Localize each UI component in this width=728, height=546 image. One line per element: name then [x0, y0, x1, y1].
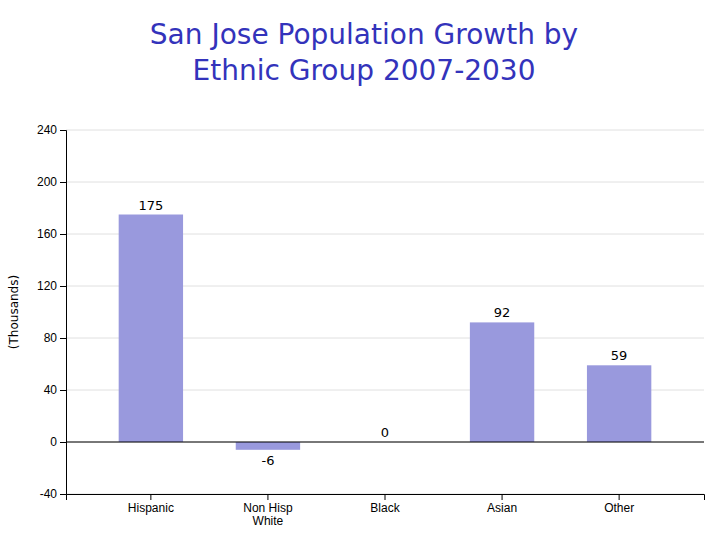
bar — [470, 322, 534, 442]
data-label: 92 — [494, 305, 511, 320]
x-tick: Black — [370, 494, 400, 515]
x-tick-label-line: Asian — [487, 501, 517, 515]
x-tick-label: Asian — [487, 501, 517, 515]
x-tick: Hispanic — [128, 494, 174, 515]
grid-line — [66, 442, 704, 443]
plot: -40 0 40 80 120 160 200 240 Hispanic Non HispWhit… — [37, 123, 705, 528]
grid-line — [66, 130, 704, 131]
y-tick-label: 160 — [37, 227, 57, 241]
y-tick: 0 — [50, 435, 66, 449]
title: San Jose Population Growth byEthnic Grou… — [150, 18, 578, 87]
y-tick: 80 — [44, 331, 66, 345]
title-line: Ethnic Group 2007-2030 — [193, 54, 536, 87]
x-axis: Hispanic Non HispWhite Black Asian Other — [67, 494, 705, 528]
x-tick-mark — [619, 494, 620, 500]
y-tick: 120 — [37, 279, 66, 293]
x-tick-mark — [267, 494, 268, 500]
bar — [119, 215, 183, 443]
y-tick: 40 — [44, 383, 66, 397]
x-axis-line — [67, 495, 705, 501]
data-label: 0 — [381, 425, 389, 440]
y-tick: 160 — [37, 227, 66, 241]
x-tick-mark — [385, 494, 386, 500]
data-label: -6 — [261, 453, 274, 468]
y-tick-label: 40 — [44, 383, 58, 397]
x-tick-label-line: Black — [370, 501, 400, 515]
x-tick: Other — [604, 494, 634, 515]
bar — [236, 442, 300, 450]
y-tick: 200 — [37, 175, 66, 189]
x-tick-mark — [150, 494, 151, 500]
x-tick: Asian — [487, 494, 517, 515]
x-tick: Non HispWhite — [243, 494, 293, 528]
y-tick-label: 0 — [50, 435, 57, 449]
y-tick-mark — [60, 182, 66, 183]
x-tick-label: Hispanic — [128, 501, 174, 515]
y-tick: 240 — [37, 123, 66, 137]
chart: San Jose Population Growth byEthnic Grou… — [0, 0, 728, 546]
x-tick-label: Other — [604, 501, 634, 515]
y-tick-mark — [60, 442, 66, 443]
x-tick-mark — [502, 494, 503, 500]
x-tick-label-line: White — [253, 514, 284, 528]
y-tick-mark — [60, 390, 66, 391]
y-tick-mark — [60, 234, 66, 235]
data-label: 175 — [138, 198, 163, 213]
y-tick-label: 240 — [37, 123, 57, 137]
y-tick-label: 120 — [37, 279, 57, 293]
x-tick-label: Non HispWhite — [243, 501, 293, 529]
x-tick-label: Black — [370, 501, 400, 515]
y-axis-title: (Thousands) — [7, 275, 21, 349]
y-tick-mark — [60, 338, 66, 339]
y-tick-label: -40 — [40, 487, 58, 501]
data-labels: 175 -6 0 92 59 — [138, 198, 627, 469]
x-tick-label-line: Other — [604, 501, 634, 515]
y-tick-mark — [60, 130, 66, 131]
y-tick-mark — [60, 286, 66, 287]
y-tick: -40 — [40, 487, 66, 501]
y-tick-label: 80 — [44, 331, 58, 345]
y-tick-mark — [60, 494, 66, 495]
bar — [587, 365, 651, 442]
grid-line — [66, 182, 704, 183]
x-tick-label-line: Non Hisp — [243, 501, 293, 515]
chart-container: San Jose Population Growth byEthnic Grou… — [0, 0, 728, 546]
y-axis-line — [60, 131, 67, 495]
data-label: 59 — [611, 348, 628, 363]
title-line: San Jose Population Growth by — [150, 18, 578, 51]
y-tick-label: 200 — [37, 175, 57, 189]
x-tick-label-line: Hispanic — [128, 501, 174, 515]
bars — [119, 215, 652, 450]
zero-line — [66, 442, 704, 443]
y-axis: -40 0 40 80 120 160 200 240 — [37, 123, 67, 501]
grid — [66, 130, 704, 494]
